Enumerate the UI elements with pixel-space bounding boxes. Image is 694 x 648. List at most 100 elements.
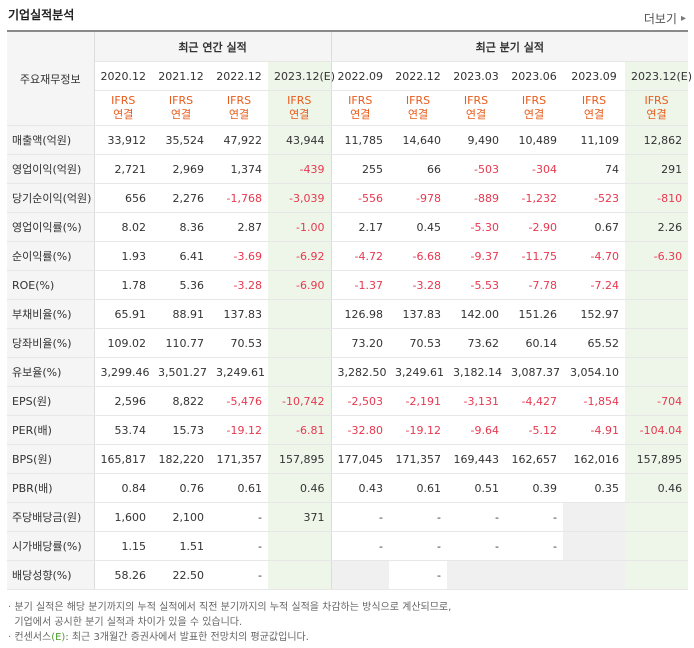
footnotes: · 분기 실적은 해당 분기까지의 누적 실적에서 직전 분기까지의 누적 실적… (8, 600, 451, 645)
table-cell: 66 (389, 154, 448, 184)
table-cell: 177,045 (331, 444, 390, 474)
table-cell: -810 (625, 183, 689, 213)
note-3-prefix: 컨센서스 (14, 632, 52, 643)
table-cell: - (447, 502, 506, 532)
table-cell: -10,742 (268, 386, 332, 416)
table-cell: -6.92 (268, 241, 332, 271)
table-cell: - (210, 531, 268, 561)
table-cell: 0.61 (389, 473, 448, 503)
table-cell: 74 (563, 154, 626, 184)
table-cell (563, 502, 626, 532)
financial-table: 주요재무정보 최근 연간 실적 최근 분기 실적 2020.12 2021.12 2… (7, 30, 692, 590)
period-header: 2023.12(E) (268, 61, 335, 91)
panel-header: 기업실적분석 더보기 ▸ (0, 0, 694, 30)
table-cell: -2.90 (505, 212, 564, 242)
table-cell: 0.39 (505, 473, 564, 503)
table-cell (268, 299, 332, 329)
table-cell: -6.30 (625, 241, 689, 271)
table-cell: 255 (331, 154, 390, 184)
table-cell: -32.80 (331, 415, 390, 445)
table-cell: 3,249.61 (210, 357, 268, 387)
table-cell: -6.68 (389, 241, 448, 271)
table-cell (268, 357, 332, 387)
consolidated-label: 연결 (289, 108, 310, 121)
table-cell: 70.53 (210, 328, 268, 358)
table-cell: -523 (563, 183, 626, 213)
table-cell: 157,895 (268, 444, 332, 474)
table-cell: 60.14 (505, 328, 564, 358)
table-cell: 126.98 (331, 299, 390, 329)
table-cell: 11,785 (331, 125, 390, 155)
table-cell: 15.73 (152, 415, 210, 445)
table-cell: 2.87 (210, 212, 268, 242)
table-cell: - (331, 502, 390, 532)
ifrs-header: IFRS 연결 (563, 90, 626, 126)
table-cell: 162,016 (563, 444, 626, 474)
period-header: 2023.12(E) (625, 61, 692, 91)
table-cell: 165,817 (94, 444, 152, 474)
main-header: 주요재무정보 (7, 31, 95, 126)
consolidated-label: 연결 (523, 108, 545, 121)
table-cell (625, 357, 689, 387)
table-cell: 0.43 (331, 473, 390, 503)
table-cell: 371 (268, 502, 332, 532)
note-3-suffix: : 최근 3개월간 증권사에서 발표한 전망치의 평균값입니다. (65, 632, 309, 643)
table-cell: 43,944 (268, 125, 332, 155)
table-cell: -104.04 (625, 415, 689, 445)
table-cell: -1,768 (210, 183, 268, 213)
table-cell: 73.62 (447, 328, 506, 358)
row-label: 부채비율(%) (7, 299, 95, 329)
table-cell: 1.51 (152, 531, 210, 561)
table-cell: -7.78 (505, 270, 564, 300)
table-row: 영업이익(억원) 2,721 2,969 1,374 -439 255 66 -503 -304… (7, 154, 689, 184)
table-cell: 3,282.50 (331, 357, 390, 387)
row-label: PER(배) (7, 415, 95, 445)
consolidated-label: 연결 (170, 108, 192, 121)
table-cell: -1.00 (268, 212, 332, 242)
table-cell: 9,490 (447, 125, 506, 155)
table-row: 배당성향(%) 58.26 22.50- - (7, 560, 689, 590)
table-cell (563, 560, 626, 590)
period-header: 2023.09 (563, 61, 626, 91)
table-cell: 2.26 (625, 212, 689, 242)
table-cell: -304 (505, 154, 564, 184)
ifrs-header: IFRS 연결 (625, 90, 689, 126)
table-row: 유보율(%) 3,299.46 3,501.27 3,249.61 3,282.50 3,… (7, 357, 689, 387)
note-2-text: 기업에서 공시한 분기 실적과 차이가 있을 수 있습니다. (14, 617, 243, 628)
table-cell: 0.76 (152, 473, 210, 503)
row-label: EPS(원) (7, 386, 95, 416)
table-cell: 2,276 (152, 183, 210, 213)
table-cell: -19.12 (210, 415, 268, 445)
table-cell: 3,087.37 (505, 357, 564, 387)
more-link[interactable]: 더보기 ▸ (644, 10, 686, 27)
table-cell: -3.69 (210, 241, 268, 271)
table-cell: 2.17 (331, 212, 390, 242)
consolidated-label: 연결 (228, 108, 250, 121)
table-cell: -5.53 (447, 270, 506, 300)
period-header: 2023.06 (505, 61, 564, 91)
ifrs-header: IFRS 연결 (152, 90, 210, 126)
table-cell: 1,600 (94, 502, 152, 532)
table-row: PER(배) 53.74 15.73 -19.12 -6.81 -32.80 -19.12-… (7, 415, 689, 445)
row-label: 유보율(%) (7, 357, 95, 387)
period-header: 2022.12 (210, 61, 268, 91)
ifrs-header: IFRS 연결 (447, 90, 506, 126)
row-label: 배당성향(%) (7, 560, 95, 590)
period-header: 2022.12 (389, 61, 448, 91)
row-label: 당좌비율(%) (7, 328, 95, 358)
period-row: 2020.12 2021.12 2022.12 2023.12(E) 2022.09 20… (7, 61, 692, 91)
table-cell: 53.74 (94, 415, 152, 445)
table-cell: 171,357 (389, 444, 448, 474)
table-cell: 2,721 (94, 154, 152, 184)
table-cell: 1.78 (94, 270, 152, 300)
bullet-icon: · (8, 632, 12, 643)
table-cell (625, 299, 689, 329)
table-cell: -439 (268, 154, 332, 184)
consolidated-label: 연결 (407, 108, 429, 121)
table-row: ROE(%) 1.78 5.36 -3.28 -6.90 -1.37 -3.28 -5.53-… (7, 270, 689, 300)
table-cell (268, 531, 332, 561)
table-cell: -3,039 (268, 183, 332, 213)
table-cell: -704 (625, 386, 689, 416)
table-cell: 33,912 (94, 125, 152, 155)
table-cell: 1.15 (94, 531, 152, 561)
